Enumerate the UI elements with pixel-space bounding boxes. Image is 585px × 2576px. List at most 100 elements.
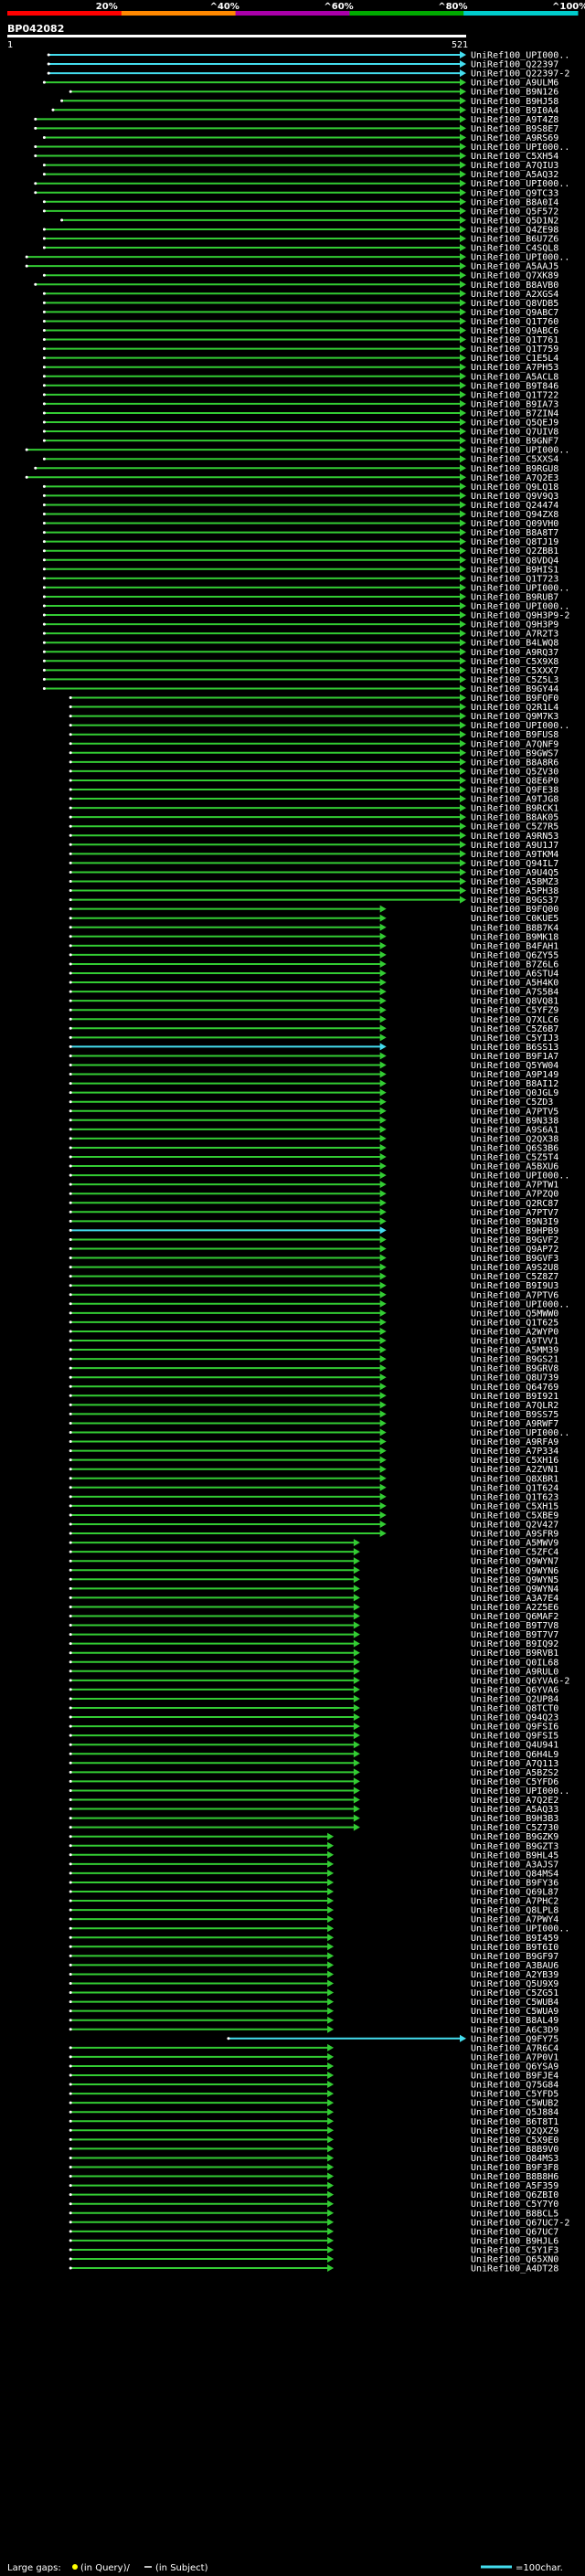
hit-start-dot-icon [69,1513,72,1517]
hit-arrow-icon [327,2090,335,2098]
hit-arrow-icon [460,712,466,720]
hit-start-dot-icon [69,2175,72,2178]
hit-arrow-icon [460,694,466,702]
hit-arrow-icon [460,225,466,233]
hit-row: UniRef100_Q6MAF2 [69,1612,558,1622]
hit-row: UniRef100_B7ZIN4 [42,408,558,419]
hit-arrow-icon [327,2072,335,2079]
hit-start-dot-icon [69,1035,72,1039]
hit-label: UniRef100_Q24474 [471,501,558,511]
hit-start-dot-icon [69,1724,72,1728]
hit-label: UniRef100_A9T4Z8 [471,115,558,125]
hit-arrow-icon [460,179,466,187]
hit-label: UniRef100_Q94Q23 [471,1713,558,1723]
hit-start-dot-icon [69,1449,72,1453]
hit-start-dot-icon [42,356,46,360]
hit-arrow-icon [379,1116,387,1124]
hit-row: UniRef100_B9HIS1 [42,565,558,575]
hit-label: UniRef100_Q6H4L9 [471,1750,558,1760]
hit-row: UniRef100_B9SS75 [69,1410,558,1420]
hit-arrow-icon [379,1097,387,1106]
hit-label: UniRef100_Q8VQ81 [471,997,558,1007]
hit-row: UniRef100_UPI000.. [42,602,569,612]
hit-label: UniRef100_UPI000.. [471,1428,569,1438]
hit-start-dot-icon [69,1651,72,1655]
hit-label: UniRef100_Q9ABC6 [471,326,558,336]
hit-label: UniRef100_A9U4Q5 [471,868,558,878]
hit-label: UniRef100_Q6MAF2 [471,1612,558,1622]
hit-start-dot-icon [69,2119,72,2123]
hit-label: UniRef100_Q9FSI6 [471,1723,558,1733]
hit-start-dot-icon [69,1752,72,1755]
hit-start-dot-icon [42,604,46,608]
hit-row: UniRef100_Q9FE38 [69,786,558,796]
hit-row: UniRef100_B9HPB9 [69,1226,558,1236]
hit-arrow-icon [460,97,466,105]
hit-arrow-icon [379,914,387,922]
hit-start-dot-icon [69,1421,72,1425]
hit-label: UniRef100_UPI000.. [471,1786,569,1797]
hit-row: UniRef100_A7PHC2 [69,1897,558,1907]
hit-row: UniRef100_Q75G84 [69,2081,558,2091]
hit-row: UniRef100_C5WUB4 [69,1998,558,2008]
hit-start-dot-icon [42,631,46,635]
hit-arrow-icon [460,253,466,261]
hit-label: UniRef100_B7ZIN4 [471,408,558,419]
hit-start-dot-icon [69,1899,72,1903]
hit-label: UniRef100_Q8TCT0 [471,1704,558,1714]
hit-row: UniRef100_A5AQ32 [42,170,558,180]
hit-label: UniRef100_A7P0V1 [471,2052,558,2062]
hit-row: UniRef100_B9T7V8 [69,1621,558,1631]
hit-label: UniRef100_Q5D1N2 [471,216,558,226]
hit-row: UniRef100_B9N3I9 [69,1217,558,1227]
hit-row: UniRef100_A2ZVN1 [69,1465,558,1475]
hit-arrow-icon [379,1346,387,1354]
hit-label: UniRef100_UPI000.. [471,1924,569,1935]
hit-start-dot-icon [69,806,72,810]
hit-label: UniRef100_A5BXU6 [471,1162,558,1172]
hit-row: UniRef100_UPI000.. [69,721,569,731]
hit-start-dot-icon [42,567,46,571]
hit-start-dot-icon [69,1477,72,1480]
hit-row: UniRef100_Q9ABC6 [42,326,558,336]
hit-row: UniRef100_B9IQ92 [69,1639,558,1649]
hit-label: UniRef100_C5Y7Y0 [471,2200,558,2210]
hit-row: UniRef100_A2XGS4 [42,290,558,300]
hit-arrow-icon [379,950,387,959]
hit-arrow-icon [353,1713,360,1722]
hit-start-dot-icon [69,1615,72,1617]
hit-start-dot-icon [69,962,72,966]
hit-arrow-icon [327,2007,335,2015]
hit-arrow-icon [460,464,466,472]
hit-start-dot-icon [69,788,72,791]
hit-arrow-icon [327,2136,335,2144]
hit-row: UniRef100_B9FUS8 [69,730,558,740]
hit-row: UniRef100_Q5J884 [69,2108,558,2118]
hit-start-dot-icon [42,402,46,406]
hit-arrow-icon [460,602,466,610]
hit-start-dot-icon [42,549,46,553]
hit-start-dot-icon [42,659,46,663]
hit-start-dot-icon [69,1817,72,1820]
hit-row: UniRef100_Q5MWW0 [69,1309,558,1319]
hit-start-dot-icon [69,1008,72,1012]
hit-start-dot-icon [42,622,46,626]
hit-label: UniRef100_A9RWF7 [471,1419,558,1429]
hit-label: UniRef100_Q9H3P9 [471,620,558,631]
hit-arrow-icon [379,1437,387,1446]
hit-label: UniRef100_C0KUE5 [471,914,558,924]
legend-unit: =100char. [516,2563,563,2573]
hit-row: UniRef100_A9U1J7 [69,841,558,851]
hit-row: UniRef100_UPI000.. [34,179,569,189]
hit-start-dot-icon [69,1972,72,1976]
hit-label: UniRef100_B9GWS7 [471,748,558,758]
hit-label: UniRef100_Q09VH0 [471,519,558,529]
hit-label: UniRef100_Q5ZV30 [471,767,558,777]
hit-start-dot-icon [69,779,72,782]
hit-row: UniRef100_C5YIJ3 [69,1034,558,1044]
hit-start-dot-icon [69,1495,72,1499]
hit-row: UniRef100_A9ULM6 [42,79,558,89]
hit-start-dot-icon [69,1431,72,1434]
hit-arrow-icon [460,528,466,536]
hit-start-dot-icon [42,273,46,277]
